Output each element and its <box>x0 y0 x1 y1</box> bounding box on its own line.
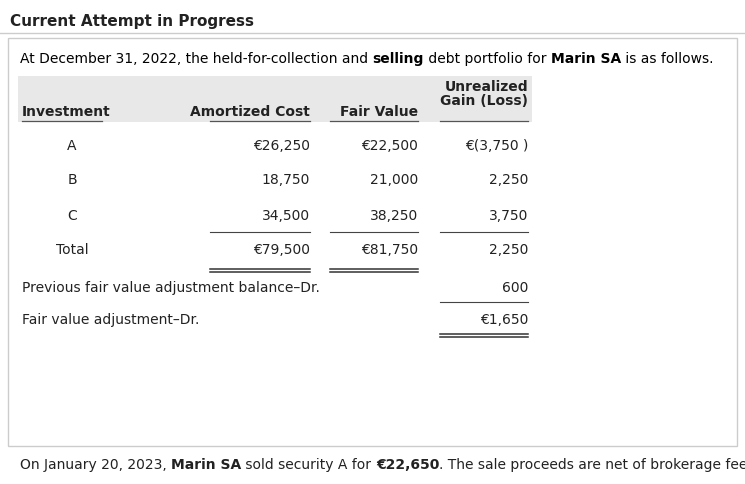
Text: €79,500: €79,500 <box>253 243 310 257</box>
Text: A: A <box>67 138 77 152</box>
Text: 34,500: 34,500 <box>262 209 310 223</box>
Text: Current Attempt in Progress: Current Attempt in Progress <box>10 14 254 29</box>
Text: Marin SA: Marin SA <box>171 458 241 472</box>
Text: €81,750: €81,750 <box>361 243 418 257</box>
FancyBboxPatch shape <box>8 38 737 446</box>
Text: 21,000: 21,000 <box>370 173 418 187</box>
Text: Unrealized: Unrealized <box>444 80 528 94</box>
Text: 2,250: 2,250 <box>489 173 528 187</box>
Text: Marin SA: Marin SA <box>551 52 621 66</box>
Text: Investment: Investment <box>22 105 111 119</box>
Text: 3,750: 3,750 <box>489 209 528 223</box>
Text: 38,250: 38,250 <box>370 209 418 223</box>
Text: €(3,750 ): €(3,750 ) <box>465 138 528 152</box>
Text: Total: Total <box>56 243 89 257</box>
Text: Gain (Loss): Gain (Loss) <box>440 94 528 108</box>
Text: sold security A for: sold security A for <box>241 458 375 472</box>
Text: is as follows.: is as follows. <box>621 52 714 66</box>
Text: Previous fair value adjustment balance–Dr.: Previous fair value adjustment balance–D… <box>22 281 320 295</box>
Text: €1,650: €1,650 <box>480 313 528 327</box>
Text: €22,500: €22,500 <box>361 138 418 152</box>
Text: Fair value adjustment–Dr.: Fair value adjustment–Dr. <box>22 313 200 327</box>
Text: 18,750: 18,750 <box>261 173 310 187</box>
Text: . The sale proceeds are net of brokerage fees.: . The sale proceeds are net of brokerage… <box>439 458 745 472</box>
Text: €22,650: €22,650 <box>375 458 439 472</box>
Text: 600: 600 <box>501 281 528 295</box>
FancyBboxPatch shape <box>18 76 532 122</box>
Text: On January 20, 2023,: On January 20, 2023, <box>20 458 171 472</box>
Text: Amortized Cost: Amortized Cost <box>190 105 310 119</box>
Text: At December 31, 2022, the held-for-collection and: At December 31, 2022, the held-for-colle… <box>20 52 372 66</box>
Text: debt portfolio for: debt portfolio for <box>424 52 551 66</box>
Text: B: B <box>67 173 77 187</box>
Text: C: C <box>67 209 77 223</box>
Text: 2,250: 2,250 <box>489 243 528 257</box>
Text: €26,250: €26,250 <box>253 138 310 152</box>
Text: Fair Value: Fair Value <box>340 105 418 119</box>
Text: selling: selling <box>372 52 424 66</box>
